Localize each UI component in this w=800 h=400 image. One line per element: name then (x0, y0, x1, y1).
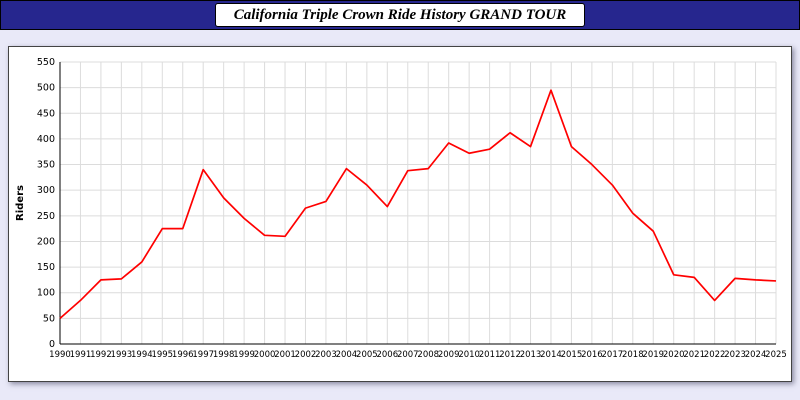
svg-text:2004: 2004 (336, 350, 358, 360)
svg-text:400: 400 (37, 134, 55, 145)
svg-text:2013: 2013 (520, 350, 542, 360)
svg-text:1997: 1997 (192, 350, 214, 360)
svg-text:1991: 1991 (70, 350, 92, 360)
svg-text:2022: 2022 (704, 350, 726, 360)
svg-text:2006: 2006 (376, 350, 398, 360)
svg-text:250: 250 (37, 211, 55, 222)
svg-text:1990: 1990 (49, 350, 71, 360)
svg-text:2011: 2011 (479, 350, 501, 360)
svg-text:2017: 2017 (602, 350, 624, 360)
svg-text:2002: 2002 (295, 350, 317, 360)
svg-text:2005: 2005 (356, 350, 378, 360)
svg-text:500: 500 (37, 83, 55, 94)
svg-text:350: 350 (37, 160, 55, 171)
svg-text:2024: 2024 (745, 350, 767, 360)
riders-line-chart: 0501001502002503003504004505005501990199… (15, 57, 787, 360)
svg-text:300: 300 (37, 185, 55, 196)
svg-text:2015: 2015 (561, 350, 583, 360)
svg-text:1996: 1996 (172, 350, 194, 360)
chart-title: California Triple Crown Ride History GRA… (214, 3, 586, 27)
chart-panel: 0 50 100 150 200 250 300 350 400 450 500 550 1990 199… (8, 46, 792, 382)
svg-text:1999: 1999 (233, 350, 255, 360)
svg-text:150: 150 (37, 262, 55, 273)
svg-text:2023: 2023 (724, 350, 746, 360)
svg-text:550: 550 (37, 57, 55, 68)
svg-text:50: 50 (43, 313, 55, 324)
svg-text:2012: 2012 (499, 350, 521, 360)
svg-text:2008: 2008 (417, 350, 439, 360)
svg-text:2001: 2001 (274, 350, 296, 360)
svg-text:2020: 2020 (663, 350, 685, 360)
svg-text:2019: 2019 (642, 350, 664, 360)
svg-text:100: 100 (37, 288, 55, 299)
svg-text:Riders: Riders (15, 185, 26, 221)
svg-text:2010: 2010 (458, 350, 480, 360)
svg-text:2009: 2009 (438, 350, 460, 360)
svg-text:1995: 1995 (151, 350, 173, 360)
svg-text:1993: 1993 (111, 350, 133, 360)
svg-text:0: 0 (49, 339, 55, 350)
svg-text:450: 450 (37, 108, 55, 119)
svg-text:2025: 2025 (765, 350, 787, 360)
svg-text:2021: 2021 (683, 350, 705, 360)
svg-text:2007: 2007 (397, 350, 419, 360)
title-bar: California Triple Crown Ride History GRA… (0, 0, 800, 30)
svg-text:2003: 2003 (315, 350, 337, 360)
svg-text:2018: 2018 (622, 350, 644, 360)
svg-text:200: 200 (37, 236, 55, 247)
svg-text:1992: 1992 (90, 350, 112, 360)
svg-text:2016: 2016 (581, 350, 603, 360)
svg-text:2014: 2014 (540, 350, 562, 360)
svg-text:1994: 1994 (131, 350, 153, 360)
svg-text:2000: 2000 (254, 350, 276, 360)
svg-text:1998: 1998 (213, 350, 235, 360)
